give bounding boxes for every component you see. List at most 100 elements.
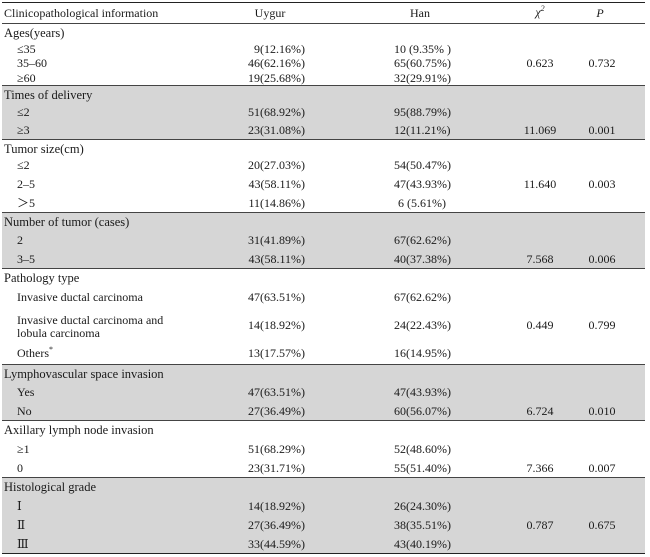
row-label: Invasive ductal carcinoma	[17, 290, 143, 304]
group-title: Lymphovascular space invasion	[4, 367, 164, 381]
p-value: 0.010	[588, 404, 616, 418]
uygur-value: 51(68.29%)	[248, 442, 305, 456]
han-value: 52(48.60%)	[394, 442, 451, 456]
uygur-value: 27(36.49%)	[248, 518, 305, 532]
uygur-value: 31(41.89%)	[248, 233, 305, 247]
header-clinicopathological: Clinicopathological information	[4, 6, 159, 20]
han-value: 55(51.40%)	[394, 461, 451, 475]
han-value: 47(43.93%)	[394, 177, 451, 191]
han-value: 65(60.75%)	[394, 56, 451, 70]
group-title: Times of delivery	[4, 88, 93, 102]
han-value: 40(37.38%)	[394, 252, 451, 266]
han-value: 67(62.62%)	[394, 233, 451, 247]
uygur-value: 11(14.86%)	[248, 196, 305, 210]
chi2-value: 0.449	[526, 318, 554, 332]
header-chi2: χ2	[535, 4, 545, 20]
uygur-value: 43(58.11%)	[248, 252, 305, 266]
header-han: Han	[410, 6, 430, 20]
row-label: ≤2	[17, 158, 30, 172]
band-times-of-delivery	[2, 85, 645, 139]
rule-3	[2, 212, 645, 213]
uygur-value: 47(63.51%)	[248, 385, 305, 399]
band-number-of-tumor	[2, 212, 645, 268]
han-value: 47(43.93%)	[394, 385, 451, 399]
rule-5	[2, 364, 645, 365]
band-histological-grade	[2, 477, 645, 553]
rule-header	[2, 23, 645, 24]
row-label-continued: lobula carcinoma	[17, 326, 100, 340]
uygur-value: 46(62.16%)	[248, 56, 305, 70]
row-label: Ⅰ	[17, 499, 22, 513]
p-value: 0.003	[588, 177, 616, 191]
han-value: 16(14.95%)	[394, 346, 451, 360]
han-value: 32(29.91%)	[394, 71, 451, 85]
rule-6	[2, 420, 645, 421]
chi2-value: 7.366	[526, 461, 554, 475]
row-label: 35–60	[17, 56, 47, 70]
group-title: Number of tumor (cases)	[4, 215, 130, 229]
chi2-value: 0.623	[526, 56, 554, 70]
uygur-value: 51(68.92%)	[248, 105, 305, 119]
han-value: 26(24.30%)	[394, 499, 451, 513]
chi2-value: 0.787	[526, 518, 554, 532]
rule-1	[2, 85, 645, 86]
p-value: 0.675	[588, 518, 616, 532]
han-value: 12(11.21%)	[394, 123, 451, 137]
uygur-value: 23(31.71%)	[248, 461, 305, 475]
han-value: 43(40.19%)	[394, 537, 451, 551]
p-value: 0.799	[588, 318, 616, 332]
row-label: ≥1	[17, 442, 30, 456]
uygur-value: 47(63.51%)	[248, 290, 305, 304]
uygur-value: 19(25.68%)	[248, 71, 305, 85]
group-title: Pathology type	[4, 271, 80, 285]
row-label: 3–5	[17, 252, 35, 266]
row-label: Invasive ductal carcinoma and	[17, 313, 164, 327]
han-value: 60(56.07%)	[394, 404, 451, 418]
rule-top	[2, 2, 645, 3]
row-label: ＞5	[17, 196, 36, 210]
rule-bottom	[2, 553, 645, 554]
rule-7	[2, 477, 645, 478]
row-label: ≤2	[17, 105, 30, 119]
group-title: Axillary lymph node invasion	[4, 423, 154, 437]
row-label: ≥60	[17, 71, 36, 85]
rule-2	[2, 139, 645, 140]
han-value: 67(62.62%)	[394, 290, 451, 304]
p-value: 0.001	[588, 123, 616, 137]
row-label: Ⅱ	[17, 518, 26, 532]
group-title: Histological grade	[4, 480, 96, 494]
uygur-value: 43(58.11%)	[248, 177, 305, 191]
han-value: 24(22.43%)	[394, 318, 451, 332]
uygur-value: 9(12.16%)	[254, 42, 305, 56]
han-value: 38(35.51%)	[394, 518, 451, 532]
p-value: 0.007	[588, 461, 616, 475]
row-label: Ⅲ	[17, 537, 29, 551]
chi2-value: 6.724	[526, 404, 554, 418]
chi2-value: 7.568	[526, 252, 554, 266]
chi2-value: 11.069	[523, 123, 557, 137]
row-label: No	[17, 404, 32, 418]
uygur-value: 33(44.59%)	[248, 537, 305, 551]
row-label: ≥3	[17, 123, 30, 137]
uygur-value: 20(27.03%)	[248, 158, 305, 172]
rule-4	[2, 268, 645, 269]
chi2-value: 11.640	[523, 177, 557, 191]
han-value: 95(88.79%)	[394, 105, 451, 119]
row-label: Others*	[17, 345, 53, 361]
row-label: 2–5	[17, 177, 35, 191]
footnote-marker: *	[49, 345, 53, 354]
header-uygur: Uygur	[254, 6, 286, 20]
han-value: 6 (5.61%)	[398, 196, 446, 210]
row-label: 2	[17, 233, 23, 247]
uygur-value: 13(17.57%)	[248, 346, 305, 360]
p-value: 0.006	[588, 252, 616, 266]
band-lymphovascular	[2, 364, 645, 420]
uygur-value: 14(18.92%)	[248, 318, 305, 332]
han-value: 54(50.47%)	[394, 158, 451, 172]
group-title: Ages(years)	[4, 26, 65, 40]
row-label: 0	[17, 461, 23, 475]
row-label: ≤35	[17, 42, 36, 56]
header-p: P	[596, 6, 604, 20]
row-label: Yes	[17, 385, 35, 399]
